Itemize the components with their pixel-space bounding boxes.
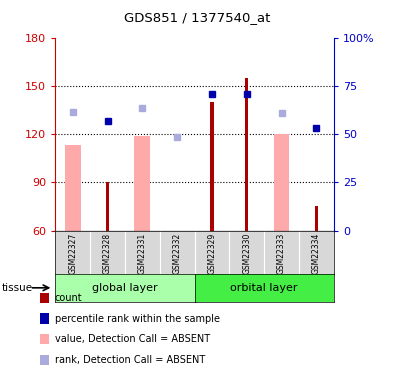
Text: global layer: global layer	[92, 283, 158, 293]
Text: GSM22333: GSM22333	[277, 233, 286, 274]
Text: GSM22327: GSM22327	[68, 233, 77, 274]
Text: rank, Detection Call = ABSENT: rank, Detection Call = ABSENT	[55, 355, 205, 365]
Text: tissue: tissue	[2, 283, 33, 293]
Text: GDS851 / 1377540_at: GDS851 / 1377540_at	[124, 11, 271, 24]
Text: percentile rank within the sample: percentile rank within the sample	[55, 314, 220, 324]
Text: count: count	[55, 293, 82, 303]
Bar	[134, 136, 150, 231]
Text: GSM22334: GSM22334	[312, 233, 321, 274]
Bar	[210, 102, 214, 231]
Bar	[65, 146, 81, 231]
Text: GSM22331: GSM22331	[138, 233, 147, 274]
Text: orbital layer: orbital layer	[230, 283, 298, 293]
Text: GSM22330: GSM22330	[242, 233, 251, 274]
Bar	[106, 182, 109, 231]
Text: GSM22329: GSM22329	[207, 233, 216, 274]
Bar	[245, 78, 248, 231]
Bar	[315, 207, 318, 231]
Text: value, Detection Call = ABSENT: value, Detection Call = ABSENT	[55, 334, 210, 344]
Text: GSM22328: GSM22328	[103, 233, 112, 274]
Text: GSM22332: GSM22332	[173, 233, 182, 274]
Bar	[274, 134, 290, 231]
